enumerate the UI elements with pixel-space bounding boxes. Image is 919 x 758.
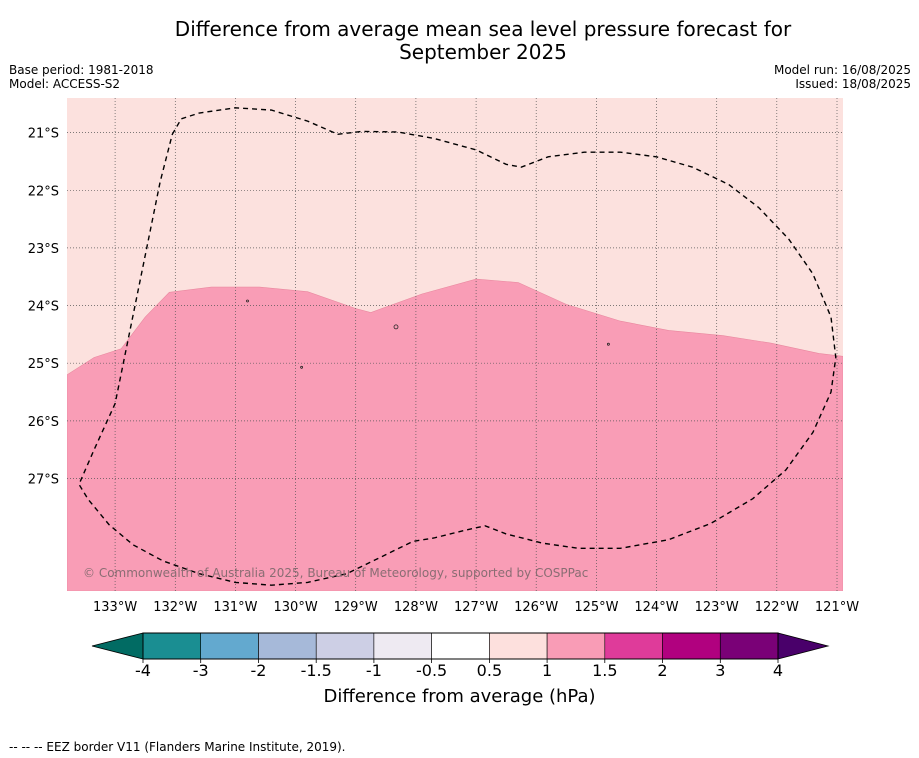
colorbar-high-extend [778, 633, 828, 659]
longitude-tick-label: 129°W [334, 600, 378, 615]
longitude-tick-label: 127°W [454, 600, 498, 615]
colorbar-segment [720, 633, 778, 659]
colorbar: -4 -3 -2 -1.5 -1 -0.5 0.5 1 1.5 2 3 4 [92, 633, 828, 680]
longitude-tick-label: 123°W [695, 600, 739, 615]
colorbar-tick-label: -0.5 [416, 661, 447, 680]
colorbar-tick-label: 4 [773, 661, 783, 680]
latitude-tick-label: 21°S [28, 127, 59, 142]
colorbar-tick-label: 1.5 [592, 661, 617, 680]
colorbar-segment [374, 633, 432, 659]
colorbar-tick-label: 3 [715, 661, 725, 680]
colorbar-tick-label: 0.5 [477, 661, 502, 680]
colorbar-segment [201, 633, 259, 659]
colorbar-tick-label: -1 [366, 661, 382, 680]
colorbar-segment [605, 633, 663, 659]
longitude-tick-label: 121°W [815, 600, 859, 615]
colorbar-tick-label: -1.5 [301, 661, 332, 680]
longitude-tick-label: 128°W [394, 600, 438, 615]
latitude-tick-label: 23°S [28, 242, 59, 257]
map-canvas: © Commonwealth of Australia 2025, Bureau… [0, 0, 919, 758]
footnote: -- -- -- EEZ border V11 (Flanders Marine… [9, 740, 346, 754]
colorbar-segment [143, 633, 201, 659]
longitude-tick-label: 130°W [274, 600, 318, 615]
colorbar-segment [432, 633, 490, 659]
colorbar-tick-label: 2 [657, 661, 667, 680]
colorbar-segment [547, 633, 605, 659]
longitude-tick-label: 132°W [153, 600, 197, 615]
latitude-tick-label: 22°S [28, 184, 59, 199]
latitude-tick-label: 26°S [28, 415, 59, 430]
colorbar-tick-label: -2 [251, 661, 267, 680]
copyright-text: © Commonwealth of Australia 2025, Bureau… [83, 566, 588, 580]
map-area: © Commonwealth of Australia 2025, Bureau… [67, 98, 843, 591]
colorbar-segment [489, 633, 547, 659]
colorbar-tick-label: -3 [193, 661, 209, 680]
latitude-tick-label: 27°S [28, 473, 59, 488]
latitude-tick-label: 24°S [28, 300, 59, 315]
colorbar-segment [316, 633, 374, 659]
colorbar-low-extend [92, 633, 143, 659]
colorbar-tick-label: -4 [135, 661, 151, 680]
longitude-tick-label: 133°W [93, 600, 137, 615]
longitude-tick-label: 122°W [755, 600, 799, 615]
longitude-tick-label: 124°W [634, 600, 678, 615]
longitude-tick-label: 126°W [514, 600, 558, 615]
colorbar-label: Difference from average (hPa) [0, 686, 919, 707]
colorbar-tick-label: 1 [542, 661, 552, 680]
colorbar-segment [663, 633, 721, 659]
latitude-tick-label: 25°S [28, 357, 59, 372]
longitude-tick-label: 125°W [574, 600, 618, 615]
colorbar-segment [259, 633, 317, 659]
longitude-tick-label: 131°W [213, 600, 257, 615]
